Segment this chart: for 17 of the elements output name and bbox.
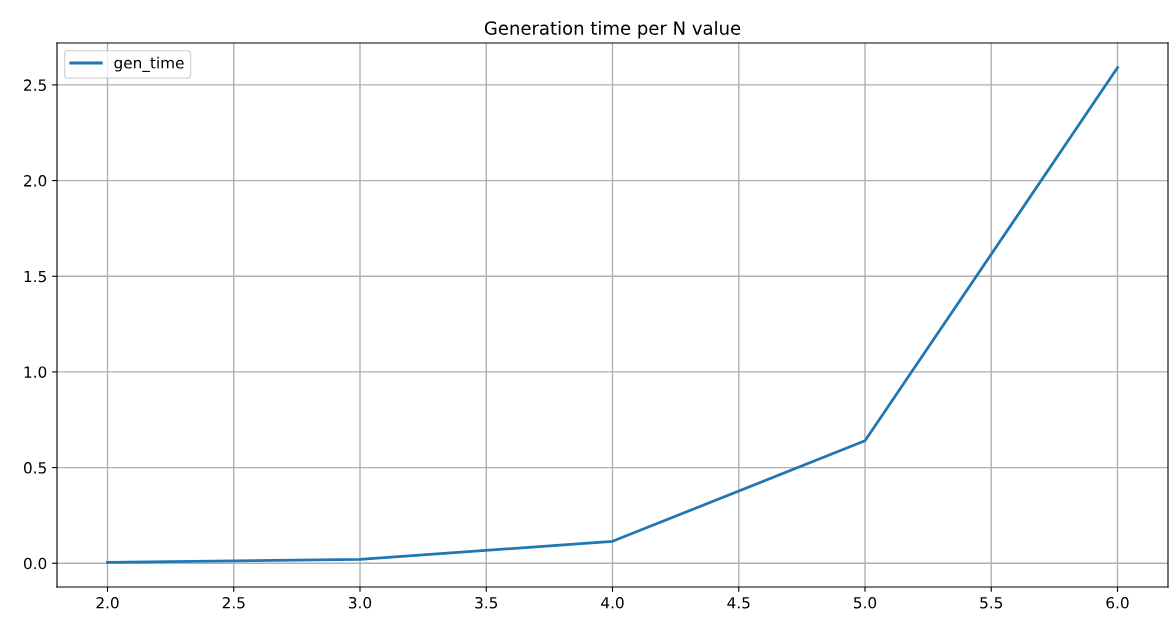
legend-label: gen_time <box>114 56 184 72</box>
x-tick-label: 4.5 <box>727 597 750 609</box>
y-tick-label: 2.0 <box>24 175 47 187</box>
x-tick-label: 5.0 <box>854 596 877 609</box>
x-tick-label: 3.0 <box>349 596 372 609</box>
x-tick-label: 2.5 <box>222 596 245 609</box>
x-tick-label: 4.0 <box>601 596 624 609</box>
y-tick-label: 2.5 <box>24 79 46 91</box>
y-tick-label: 0.5 <box>23 462 46 474</box>
x-tick-label: 5.5 <box>980 597 1003 609</box>
chart-title: Generation time per N value <box>484 20 741 39</box>
x-tick-label: 6.0 <box>1106 596 1129 609</box>
y-tick-label: 0.0 <box>23 557 47 570</box>
x-tick-label: 3.5 <box>475 596 498 609</box>
y-tick-label: 1.0 <box>24 366 47 378</box>
y-tick-label: 1.5 <box>24 270 46 283</box>
x-tick-label: 2.0 <box>96 596 119 609</box>
